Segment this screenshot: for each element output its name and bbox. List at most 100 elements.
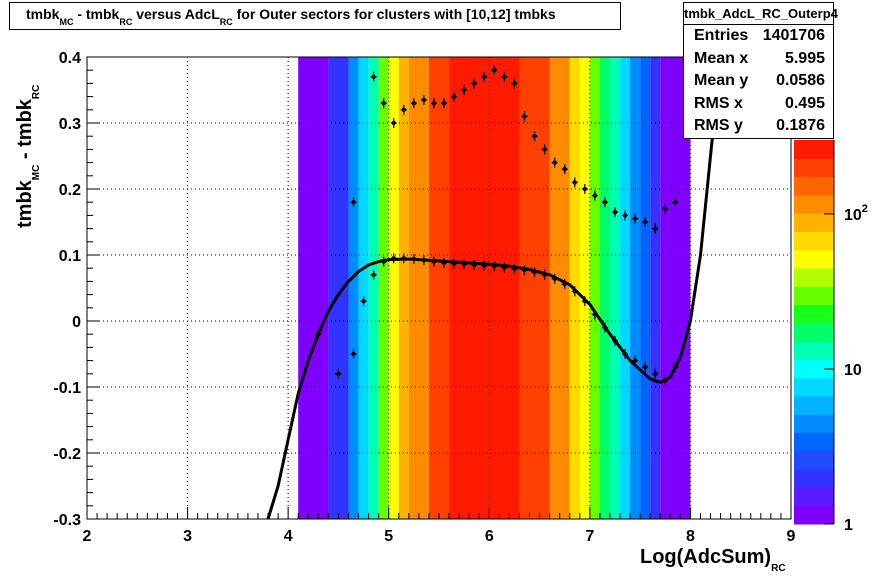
density-column <box>358 57 369 519</box>
profile-point <box>632 358 638 363</box>
y-tick-label: 0.1 <box>59 248 81 265</box>
profile-point <box>441 101 447 106</box>
profile-point <box>482 74 487 80</box>
profile-point <box>391 120 396 126</box>
colorbar-segment <box>794 487 834 507</box>
colorbar-segment <box>794 158 834 178</box>
fit-curve <box>266 56 723 520</box>
density-column <box>599 57 610 519</box>
profile-point <box>351 351 356 357</box>
profile-point <box>582 186 588 192</box>
x-tick-label: 5 <box>384 528 393 545</box>
x-tick-label: 7 <box>585 528 594 545</box>
colorbar-segment <box>794 359 834 379</box>
colorbar-segment <box>794 304 834 324</box>
x-tick-label: 2 <box>83 528 92 545</box>
x-tick-label: 4 <box>284 528 293 545</box>
stats-box: tmbk_AdcL_RC_Outerp4 Entries 1401706 Mean… <box>683 2 838 139</box>
density-column <box>328 57 349 519</box>
colorbar-segment <box>794 396 834 415</box>
profile-point <box>351 200 356 205</box>
title-part-4: for Outer sectors for clusters with [10,… <box>232 6 556 22</box>
density-column <box>579 57 590 519</box>
profile-point <box>642 365 648 370</box>
colorbar-segment <box>794 268 834 287</box>
profile-point <box>552 160 557 165</box>
density-column <box>549 57 570 519</box>
x-tick-label: 9 <box>787 528 796 545</box>
density-column <box>408 57 429 519</box>
stats-row-mean-x: Mean x 5.995 <box>694 49 825 67</box>
colorbar-segment <box>794 194 834 214</box>
colorbar-label: 1 <box>844 517 853 534</box>
colorbar-segment <box>794 286 834 306</box>
density-column <box>428 57 450 519</box>
y-tick-label: -0.2 <box>53 446 81 463</box>
profile-point <box>512 81 517 86</box>
title-part-3: versus AdcLRC <box>132 6 233 27</box>
colorbar-segment <box>794 505 834 525</box>
chart-title: tmbkMC - tmbkRC versus AdcLRC for Outer … <box>9 2 621 30</box>
profile-point <box>371 272 376 277</box>
y-tick-label: 0.3 <box>59 116 81 133</box>
y-tick-label: -0.3 <box>53 512 81 529</box>
stats-title: tmbk_AdcL_RC_Outerp4 <box>684 3 838 25</box>
profile-point <box>371 74 376 80</box>
profile-point <box>461 87 467 93</box>
title-part-2: - tmbkRC <box>73 6 133 27</box>
colorbar-segment <box>794 213 834 232</box>
title-part-1: tmbkMC <box>26 6 74 27</box>
profile-point <box>562 167 567 172</box>
profile-point <box>532 134 537 139</box>
x-tick-label: 3 <box>183 528 192 545</box>
profile-point <box>431 101 437 106</box>
density-column <box>620 57 631 519</box>
profile-point <box>401 107 406 113</box>
colorbar-segment <box>794 450 834 470</box>
profile-point <box>673 200 678 205</box>
density-column <box>388 57 399 519</box>
colorbar-segment <box>794 341 834 360</box>
profile-point <box>572 180 577 185</box>
colorbar-label: 10 <box>844 362 862 379</box>
profile-point <box>542 147 547 152</box>
profile-point <box>622 213 628 218</box>
colorbar-segment <box>794 322 834 342</box>
profile-point <box>663 206 668 211</box>
colorbar-segment <box>794 469 834 488</box>
density-column <box>398 57 409 519</box>
profile-point <box>653 371 658 376</box>
colorbar-segment <box>794 377 834 397</box>
profile-point <box>602 200 608 205</box>
density-column <box>298 57 329 519</box>
profile-point <box>522 114 527 119</box>
profile-point <box>411 101 417 106</box>
density-column <box>348 57 359 519</box>
profile-point <box>472 81 477 86</box>
colorbar-segment <box>794 414 834 434</box>
density-column <box>368 57 379 519</box>
density-column <box>378 57 389 519</box>
density-column <box>519 57 550 519</box>
stats-row-mean-y: Mean y 0.0586 <box>694 72 825 89</box>
y-tick-label: 0.2 <box>59 182 81 199</box>
x-axis-label: Log(AdcSum)RC <box>640 546 786 574</box>
density-column <box>630 57 641 519</box>
colorbar-segment <box>794 231 834 251</box>
y-tick-label: 0.4 <box>59 50 81 67</box>
stats-row-rms-x: RMS x 0.495 <box>694 94 825 112</box>
profile-point <box>492 68 497 73</box>
profile-point <box>451 94 457 99</box>
stats-row-rms-y: RMS y 0.1876 <box>694 117 825 134</box>
stats-row-entries: Entries 1401706 <box>694 27 825 44</box>
colorbar-segment <box>794 249 834 269</box>
profile-point <box>653 226 658 231</box>
profile-point <box>632 216 638 221</box>
profile-point <box>642 219 648 225</box>
profile-point <box>421 97 427 103</box>
density-column <box>650 57 661 519</box>
colorbar-segment <box>794 176 834 196</box>
y-tick-label: -0.1 <box>53 380 81 397</box>
profile-point <box>592 193 598 198</box>
